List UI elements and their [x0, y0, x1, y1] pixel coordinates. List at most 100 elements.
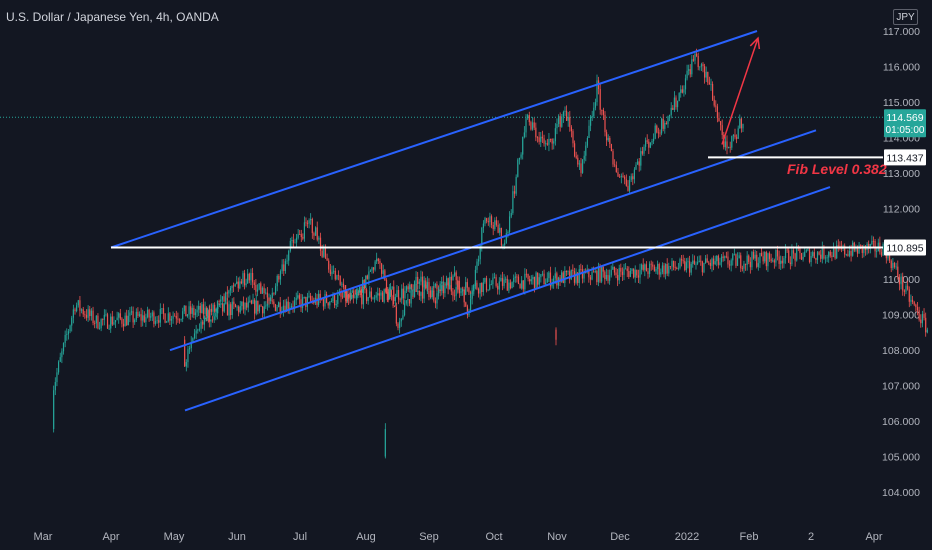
candle-body [588, 269, 590, 278]
candle-body [458, 280, 460, 290]
candle-body [330, 301, 332, 302]
candle-body [402, 315, 404, 319]
candle-body [541, 136, 544, 139]
candle-body [752, 251, 755, 259]
candle-body [551, 138, 553, 144]
candle-body [329, 301, 331, 306]
candle-body [367, 297, 369, 302]
candle-body [697, 55, 699, 68]
candle-body [712, 83, 714, 100]
candle-body [405, 286, 408, 291]
candle-body [199, 305, 201, 313]
candle-body [299, 234, 301, 235]
candle-body [53, 390, 55, 430]
candle-body [266, 303, 269, 306]
candle-body [517, 159, 519, 177]
candle-body [618, 268, 620, 281]
candle-body [84, 314, 86, 316]
candle-body [561, 272, 563, 283]
candle-body [352, 294, 354, 298]
candle-body [444, 285, 446, 294]
candle-body [289, 307, 291, 309]
y-tick-label: 108.000 [882, 345, 920, 357]
candle-body [732, 254, 734, 261]
candle-body [458, 289, 460, 294]
candle-body [562, 272, 564, 283]
candle-body [205, 318, 207, 319]
candle-body [660, 272, 662, 275]
candle-body [856, 247, 859, 254]
candle-body [387, 293, 389, 299]
candle-body [463, 289, 465, 303]
candle-body [694, 53, 696, 61]
candle-body [349, 292, 352, 298]
currency-button[interactable]: JPY [893, 9, 918, 25]
candle-body [607, 275, 609, 281]
candle-body [474, 269, 476, 286]
candle-body [265, 305, 267, 307]
candle-body [393, 286, 395, 302]
candle-body [335, 303, 337, 306]
candle-body [439, 283, 441, 291]
candle-body [686, 70, 688, 79]
candle-body [434, 300, 436, 304]
candle-body [555, 329, 557, 340]
candle-body [482, 282, 484, 292]
candle-body [64, 334, 66, 344]
candle-body [661, 265, 663, 273]
candle-body [409, 284, 411, 290]
candle-body [158, 320, 160, 323]
candle-body [527, 115, 529, 119]
candle-body [536, 137, 539, 139]
candle-body [637, 275, 640, 278]
candle-body [567, 117, 569, 121]
candle-body [638, 161, 640, 166]
candle-body [417, 276, 419, 284]
candle-body [477, 288, 480, 294]
candle-body [821, 246, 823, 259]
candle-body [295, 297, 297, 301]
candle-body [535, 272, 537, 289]
candle-body [567, 271, 569, 273]
candle-body [380, 292, 382, 296]
candle-body [82, 309, 84, 315]
candle-body [250, 300, 253, 304]
y-tick-label: 104.000 [882, 487, 920, 499]
candle-body [784, 249, 787, 259]
candle-body [95, 315, 97, 324]
candle-body [824, 257, 827, 259]
candle-body [279, 271, 282, 280]
candle-body [185, 305, 187, 317]
candle-body [215, 309, 217, 312]
candle-body [670, 107, 672, 115]
candle-body [578, 163, 580, 165]
candle-body [679, 258, 681, 268]
candle-body [396, 290, 398, 298]
candle-body [773, 260, 775, 263]
candle-body [516, 276, 518, 278]
candle-body [314, 227, 317, 236]
candle-body [257, 300, 259, 312]
candle-body [599, 88, 601, 110]
candle-body [295, 237, 298, 243]
candle-body [596, 80, 598, 103]
candle-body [737, 128, 739, 139]
candle-body [628, 271, 630, 277]
candle-body [874, 241, 876, 252]
candle-body [436, 283, 438, 289]
candle-body [641, 264, 643, 270]
candle-body [302, 297, 304, 308]
candle-body [182, 311, 184, 320]
candle-body [493, 277, 496, 278]
candle-body [351, 290, 353, 293]
candle-body [303, 222, 306, 239]
candle-body [290, 306, 293, 308]
candle-body [599, 266, 601, 282]
candle-body [479, 283, 481, 294]
candle-body [714, 261, 716, 265]
candle-body [263, 287, 265, 294]
candle-body [918, 310, 920, 320]
candle-body [680, 89, 682, 94]
candle-body [672, 260, 675, 268]
